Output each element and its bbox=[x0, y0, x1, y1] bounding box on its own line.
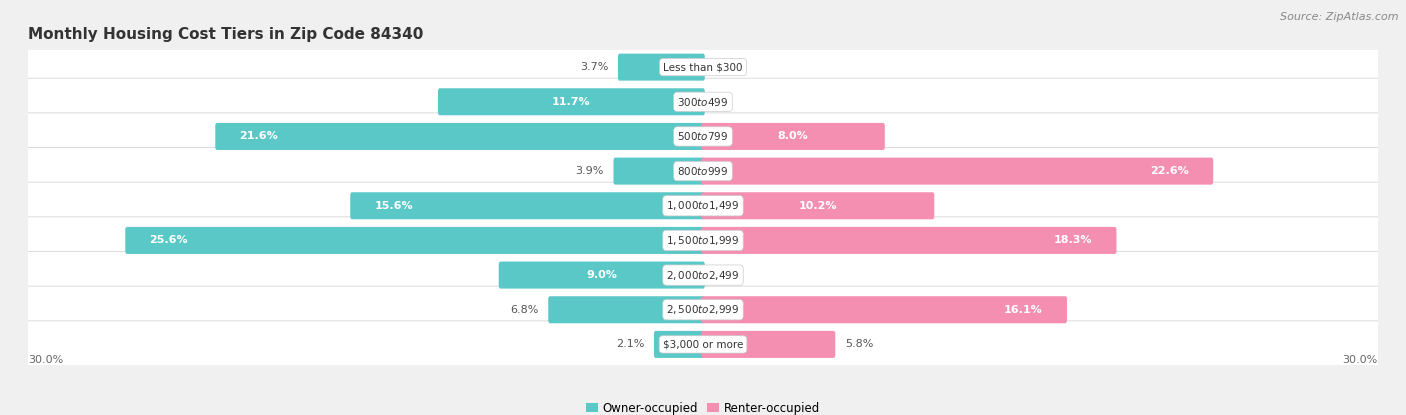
Text: 3.9%: 3.9% bbox=[575, 166, 605, 176]
Text: $500 to $799: $500 to $799 bbox=[678, 130, 728, 142]
Text: 18.3%: 18.3% bbox=[1053, 235, 1092, 245]
Text: $1,000 to $1,499: $1,000 to $1,499 bbox=[666, 199, 740, 212]
FancyBboxPatch shape bbox=[17, 78, 1389, 125]
FancyBboxPatch shape bbox=[215, 123, 704, 150]
Legend: Owner-occupied, Renter-occupied: Owner-occupied, Renter-occupied bbox=[581, 397, 825, 415]
Text: $800 to $999: $800 to $999 bbox=[678, 165, 728, 177]
Text: 16.1%: 16.1% bbox=[1004, 305, 1043, 315]
FancyBboxPatch shape bbox=[613, 158, 704, 185]
FancyBboxPatch shape bbox=[702, 123, 884, 150]
Text: Less than $300: Less than $300 bbox=[664, 62, 742, 72]
FancyBboxPatch shape bbox=[125, 227, 704, 254]
Text: $2,500 to $2,999: $2,500 to $2,999 bbox=[666, 303, 740, 316]
FancyBboxPatch shape bbox=[17, 321, 1389, 368]
Text: 21.6%: 21.6% bbox=[239, 132, 278, 142]
FancyBboxPatch shape bbox=[17, 217, 1389, 264]
Text: 5.8%: 5.8% bbox=[845, 339, 873, 349]
Text: $1,500 to $1,999: $1,500 to $1,999 bbox=[666, 234, 740, 247]
FancyBboxPatch shape bbox=[17, 251, 1389, 299]
FancyBboxPatch shape bbox=[350, 192, 704, 219]
Text: 15.6%: 15.6% bbox=[374, 201, 413, 211]
Text: 30.0%: 30.0% bbox=[1343, 354, 1378, 364]
FancyBboxPatch shape bbox=[17, 44, 1389, 91]
Text: 3.7%: 3.7% bbox=[581, 62, 609, 72]
Text: 22.6%: 22.6% bbox=[1150, 166, 1189, 176]
FancyBboxPatch shape bbox=[17, 113, 1389, 160]
FancyBboxPatch shape bbox=[17, 286, 1389, 333]
Text: 25.6%: 25.6% bbox=[149, 235, 188, 245]
Text: 11.7%: 11.7% bbox=[553, 97, 591, 107]
FancyBboxPatch shape bbox=[702, 331, 835, 358]
FancyBboxPatch shape bbox=[702, 158, 1213, 185]
FancyBboxPatch shape bbox=[654, 331, 704, 358]
FancyBboxPatch shape bbox=[702, 192, 934, 219]
FancyBboxPatch shape bbox=[702, 227, 1116, 254]
FancyBboxPatch shape bbox=[619, 54, 704, 81]
Text: 30.0%: 30.0% bbox=[28, 354, 63, 364]
FancyBboxPatch shape bbox=[17, 148, 1389, 195]
FancyBboxPatch shape bbox=[548, 296, 704, 323]
Text: $300 to $499: $300 to $499 bbox=[678, 96, 728, 108]
Text: 6.8%: 6.8% bbox=[510, 305, 538, 315]
FancyBboxPatch shape bbox=[439, 88, 704, 115]
FancyBboxPatch shape bbox=[702, 296, 1067, 323]
Text: 9.0%: 9.0% bbox=[586, 270, 617, 280]
Text: 10.2%: 10.2% bbox=[799, 201, 837, 211]
Text: Monthly Housing Cost Tiers in Zip Code 84340: Monthly Housing Cost Tiers in Zip Code 8… bbox=[28, 27, 423, 42]
Text: $3,000 or more: $3,000 or more bbox=[662, 339, 744, 349]
Text: $2,000 to $2,499: $2,000 to $2,499 bbox=[666, 269, 740, 282]
Text: 8.0%: 8.0% bbox=[778, 132, 808, 142]
FancyBboxPatch shape bbox=[17, 182, 1389, 229]
Text: Source: ZipAtlas.com: Source: ZipAtlas.com bbox=[1281, 12, 1399, 22]
Text: 2.1%: 2.1% bbox=[616, 339, 644, 349]
FancyBboxPatch shape bbox=[499, 261, 704, 288]
